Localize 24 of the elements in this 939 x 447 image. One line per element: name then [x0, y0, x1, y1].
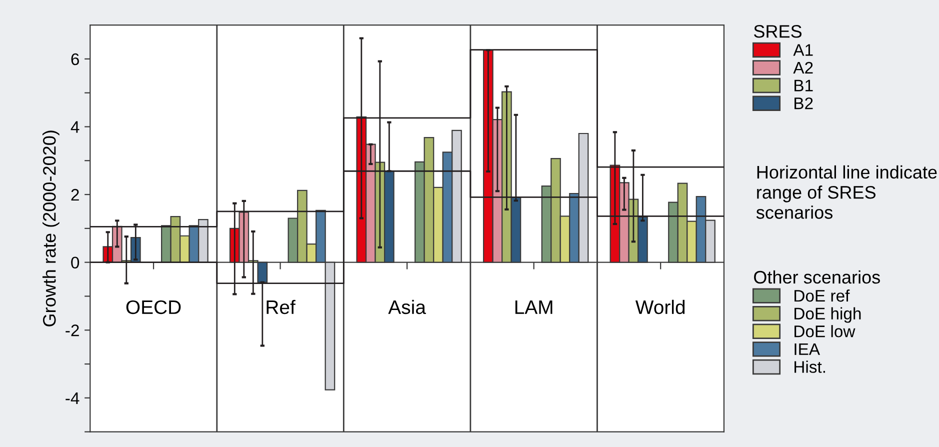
y-axis-title: Growth rate (2000-2020) — [42, 130, 60, 326]
x-tick-label: LAM — [515, 300, 552, 314]
legend-label: DoE high — [794, 307, 861, 323]
text: Horizontal line indicate range of SRES scenarios — [756, 165, 937, 219]
x-tick-label: World — [635, 300, 685, 314]
legend-label: IEA — [794, 343, 820, 355]
x-tick-label: Ref — [266, 300, 296, 314]
y-tick-label: 0 — [71, 256, 80, 269]
y-tick-label: 4 — [70, 121, 80, 133]
legend-label: DoE ref — [794, 290, 850, 302]
legend-label: A1 — [793, 44, 813, 56]
legend-label: Hist. — [794, 360, 825, 373]
y-tick-label: 2 — [71, 188, 79, 201]
legend-label: B1 — [794, 80, 813, 92]
y-tick-label: 6 — [71, 53, 79, 66]
legend-label: DoE low — [794, 325, 856, 338]
text: Other scenarios — [754, 270, 880, 284]
y-tick-label: -2 — [66, 324, 79, 336]
y-tick-label: -4 — [66, 392, 80, 404]
legend-label: B2 — [794, 97, 813, 110]
legend-title: SRES — [754, 25, 802, 38]
x-tick-label: OECD — [126, 300, 181, 314]
legend-label: A2 — [793, 62, 813, 74]
x-tick-label: Asia — [388, 300, 426, 314]
